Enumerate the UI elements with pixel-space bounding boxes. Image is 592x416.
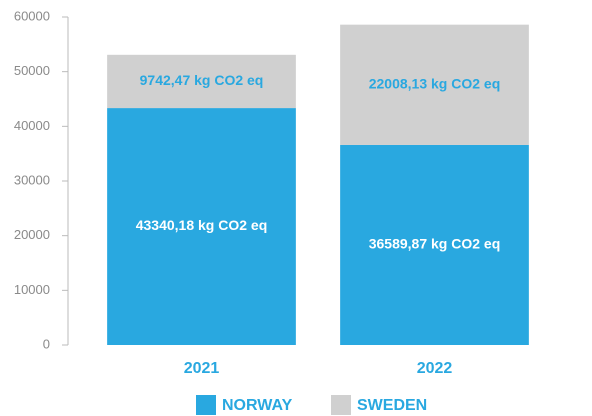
y-tick-label: 20000 [14,227,50,242]
y-tick-label: 50000 [14,63,50,78]
y-tick-label: 10000 [14,282,50,297]
y-tick-label: 60000 [14,8,50,23]
legend-swatch [196,395,216,415]
y-tick-label: 0 [43,336,50,351]
value-label: 36589,87 kg CO2 eq [369,236,501,252]
value-label: 22008,13 kg CO2 eq [369,76,501,92]
x-tick-label: 2021 [184,360,220,377]
legend-label: SWEDEN [357,397,427,414]
x-tick-label: 2022 [417,360,453,377]
bar-segment [107,54,296,109]
legend-swatch [331,395,351,415]
y-tick-label: 30000 [14,172,50,187]
bar-segment [340,144,529,345]
bar-segment [340,24,529,145]
legend-label: NORWAY [222,397,293,414]
value-label: 43340,18 kg CO2 eq [136,217,268,233]
y-tick-label: 40000 [14,118,50,133]
bar-segment [107,108,296,345]
value-label: 9742,47 kg CO2 eq [140,72,264,88]
